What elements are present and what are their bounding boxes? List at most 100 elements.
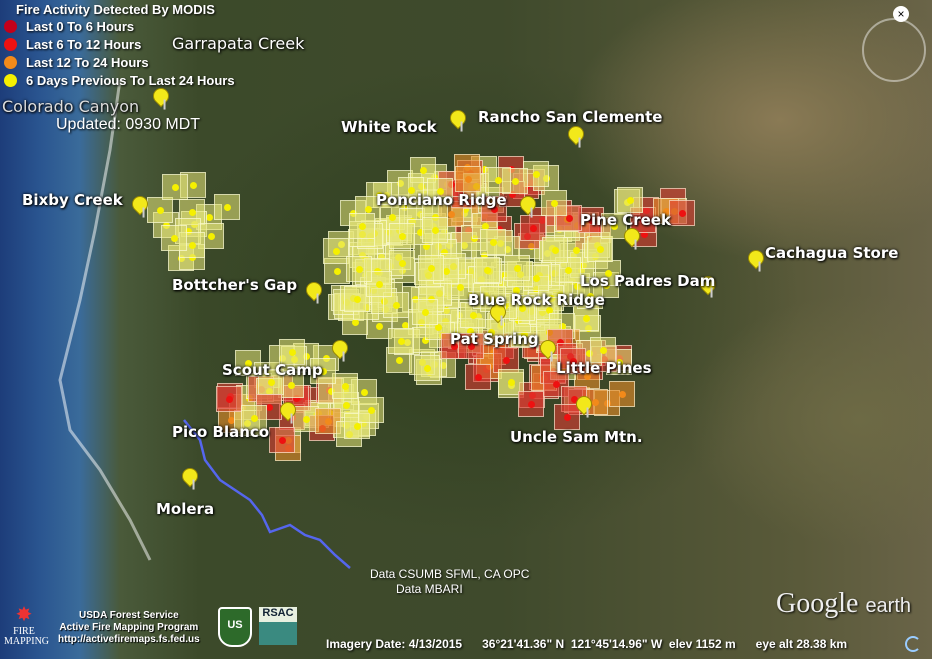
fire-detection-square[interactable] bbox=[215, 385, 242, 412]
fire-dot-icon bbox=[423, 243, 431, 251]
fire-dot-icon bbox=[467, 328, 475, 336]
fire-detection-square[interactable] bbox=[389, 223, 416, 250]
fire-detection-square[interactable] bbox=[417, 254, 444, 281]
fire-dot-icon bbox=[279, 437, 287, 445]
logo-google: Google bbox=[776, 588, 859, 619]
fire-detection-square[interactable] bbox=[161, 225, 188, 252]
fire-detection-square[interactable] bbox=[498, 368, 525, 395]
fire-detection-square[interactable] bbox=[668, 200, 695, 227]
fire-detection-square[interactable] bbox=[214, 193, 241, 220]
place-label[interactable]: Little Pines bbox=[556, 359, 652, 377]
place-label[interactable]: Ponciano Ridge bbox=[376, 191, 507, 209]
fire-dot-icon bbox=[640, 230, 648, 238]
fire-dot-icon bbox=[468, 343, 476, 351]
fire-dot-icon bbox=[265, 404, 273, 412]
place-label[interactable]: Blue Rock Ridge bbox=[468, 291, 605, 309]
fire-detection-square[interactable] bbox=[162, 174, 189, 200]
fire-detection-square[interactable] bbox=[480, 228, 507, 255]
fire-detection-square[interactable] bbox=[146, 197, 173, 224]
place-label[interactable]: Pine Creek bbox=[580, 211, 671, 229]
fire-detection-square[interactable] bbox=[240, 405, 267, 432]
fire-detection-square[interactable] bbox=[422, 216, 449, 243]
fire-detection-square[interactable] bbox=[560, 347, 587, 374]
place-label[interactable]: Colorado Canyon bbox=[2, 97, 140, 116]
fire-dot-icon bbox=[359, 223, 366, 231]
fire-detection-square[interactable] bbox=[553, 404, 580, 431]
navigation-compass[interactable] bbox=[862, 18, 926, 82]
fire-detection-square[interactable] bbox=[343, 285, 370, 312]
fire-detection-square[interactable] bbox=[473, 256, 500, 283]
fire-dot-icon bbox=[564, 267, 572, 275]
fire-detection-square[interactable] bbox=[540, 190, 567, 217]
dot-icon bbox=[4, 73, 17, 87]
fire-dot-icon bbox=[396, 357, 404, 365]
fire-dot-icon bbox=[600, 346, 608, 354]
fire-detection-square[interactable] bbox=[413, 354, 440, 381]
fire-detection-square[interactable] bbox=[387, 327, 414, 354]
fire-dot-icon bbox=[399, 260, 407, 268]
fire-dot-icon bbox=[565, 215, 573, 223]
place-label[interactable]: Bixby Creek bbox=[22, 191, 123, 209]
fire-dot-icon bbox=[399, 233, 407, 241]
fire-detection-square[interactable] bbox=[358, 396, 385, 423]
place-label[interactable]: Scout Camp bbox=[222, 361, 323, 379]
agency-url[interactable]: http://activefiremaps.fs.fed.us bbox=[58, 634, 200, 645]
fire-detection-square[interactable] bbox=[616, 187, 643, 214]
fire-detection-square[interactable] bbox=[517, 390, 544, 417]
fire-detection-square[interactable] bbox=[504, 254, 531, 281]
fire-detection-square[interactable] bbox=[314, 408, 341, 435]
fire-detection-square[interactable] bbox=[586, 236, 613, 263]
place-label[interactable]: White Rock bbox=[341, 118, 437, 136]
data-attribution: Data CSUMB SFML, CA OPC bbox=[370, 567, 530, 581]
legend-item: Last 0 To 6 Hours bbox=[4, 17, 235, 35]
place-label[interactable]: Uncle Sam Mtn. bbox=[510, 428, 643, 446]
place-label[interactable]: Pico Blanco bbox=[172, 423, 270, 441]
fire-dot-icon bbox=[421, 336, 429, 344]
place-label[interactable]: Bottcher's Gap bbox=[172, 276, 298, 294]
agency-name: USDA Forest Service bbox=[79, 610, 179, 621]
fire-detection-square[interactable] bbox=[458, 333, 485, 360]
fire-detection-square[interactable] bbox=[485, 166, 512, 193]
fire-detection-square[interactable] bbox=[310, 357, 337, 384]
fire-dot-icon bbox=[436, 188, 444, 196]
fire-dot-icon bbox=[605, 269, 613, 277]
fire-detection-square[interactable] bbox=[590, 336, 617, 363]
place-label[interactable]: Molera bbox=[156, 500, 215, 518]
fire-detection-square[interactable] bbox=[542, 237, 569, 264]
close-button[interactable]: × bbox=[893, 6, 909, 22]
place-label[interactable]: Los Padres Dam bbox=[580, 272, 716, 290]
fire-detection-square[interactable] bbox=[465, 363, 492, 390]
fire-detection-square[interactable] bbox=[454, 165, 481, 192]
fire-detection-square[interactable] bbox=[332, 372, 359, 399]
usfs-shield-logo: US bbox=[218, 607, 252, 647]
fire-detection-square[interactable] bbox=[609, 380, 636, 407]
fire-detection-square[interactable] bbox=[555, 205, 582, 232]
fire-dot-icon bbox=[678, 210, 686, 218]
fire-detection-square[interactable] bbox=[519, 215, 546, 242]
place-label[interactable]: Pat Spring bbox=[450, 330, 539, 348]
fire-detection-square[interactable] bbox=[345, 256, 372, 283]
fire-dot-icon bbox=[558, 322, 566, 330]
fire-detection-square[interactable] bbox=[595, 259, 622, 286]
fire-detection-square[interactable] bbox=[269, 427, 296, 454]
fire-dot-icon bbox=[570, 395, 578, 403]
fire-dot-icon bbox=[172, 184, 180, 191]
fire-detection-square[interactable] bbox=[412, 299, 439, 326]
fire-detection-square[interactable] bbox=[397, 177, 424, 204]
fire-detection-square[interactable] bbox=[323, 238, 350, 265]
fire-detection-square[interactable] bbox=[349, 213, 375, 240]
fire-detection-square[interactable] bbox=[389, 250, 416, 277]
fire-dot-icon bbox=[171, 235, 179, 243]
place-label[interactable]: Cachagua Store bbox=[765, 244, 899, 262]
fire-dot-icon bbox=[447, 211, 455, 219]
fire-dot-icon bbox=[320, 367, 328, 375]
fire-dot-icon bbox=[324, 418, 332, 426]
fire-detection-square[interactable] bbox=[576, 283, 603, 310]
place-label[interactable]: Garrapata Creek bbox=[172, 34, 305, 53]
fire-dot-icon bbox=[225, 395, 233, 403]
fire-dot-icon bbox=[156, 207, 164, 215]
fire-detection-square[interactable] bbox=[279, 338, 306, 365]
fire-detection-square[interactable] bbox=[426, 178, 453, 205]
place-label[interactable]: Rancho San Clemente bbox=[478, 108, 663, 126]
fire-dot-icon bbox=[604, 399, 612, 407]
